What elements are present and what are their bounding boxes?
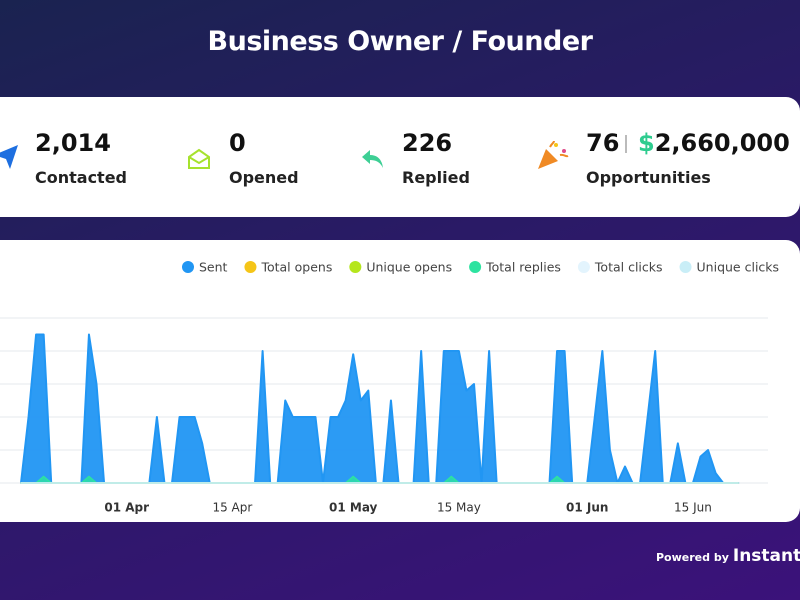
powered-by: Powered by bbox=[656, 551, 729, 564]
legend-swatch bbox=[469, 261, 482, 273]
page-title: Business Owner / Founder bbox=[207, 26, 593, 57]
brand: Instantly.ai bbox=[732, 546, 800, 566]
stat-value: 226 bbox=[402, 129, 453, 157]
stat-label: Opportunities bbox=[586, 168, 711, 187]
stat-label: Contacted bbox=[35, 168, 128, 187]
stat-amount: $2,660,000 bbox=[638, 129, 790, 157]
legend-swatch bbox=[244, 261, 257, 273]
stat-value: 2,014 bbox=[35, 129, 111, 157]
x-tick-label: 15 May bbox=[437, 501, 481, 515]
opened-icon bbox=[188, 148, 210, 169]
x-tick-label: 01 Jun bbox=[566, 501, 608, 515]
legend-swatch bbox=[349, 261, 362, 273]
legend-label: Total replies bbox=[485, 260, 561, 275]
legend-swatch bbox=[679, 261, 692, 273]
stats-card: 2,014 Contacted 0 Opened 226 Replied 76 … bbox=[0, 97, 800, 217]
x-tick-label: 15 Jun bbox=[674, 501, 712, 515]
stat-value: 0 bbox=[229, 129, 246, 157]
divider bbox=[625, 135, 627, 153]
legend-swatch bbox=[577, 261, 590, 273]
legend-label: Unique opens bbox=[366, 260, 452, 275]
legend-label: Unique clicks bbox=[697, 260, 780, 275]
stat-label: Opened bbox=[229, 168, 299, 187]
legend-label: Total clicks bbox=[594, 260, 663, 275]
send-icon bbox=[0, 145, 18, 169]
x-tick-label: 01 May bbox=[329, 501, 378, 515]
x-tick-label: 01 Apr bbox=[104, 501, 149, 515]
stat-value: 76 bbox=[586, 129, 620, 157]
legend-label: Total opens bbox=[260, 260, 332, 275]
party-icon bbox=[538, 140, 569, 169]
reply-icon bbox=[362, 150, 383, 168]
stat-label: Replied bbox=[402, 168, 470, 187]
amount-text: $2,660,000 bbox=[638, 129, 790, 157]
legend-label: Sent bbox=[199, 260, 228, 275]
x-tick-label: 15 Apr bbox=[212, 501, 252, 515]
footer: Powered byInstantly.ai bbox=[656, 546, 800, 566]
legend-swatch bbox=[182, 261, 194, 273]
chart: Sent Total opens Unique opens Total replies… bbox=[0, 240, 800, 522]
